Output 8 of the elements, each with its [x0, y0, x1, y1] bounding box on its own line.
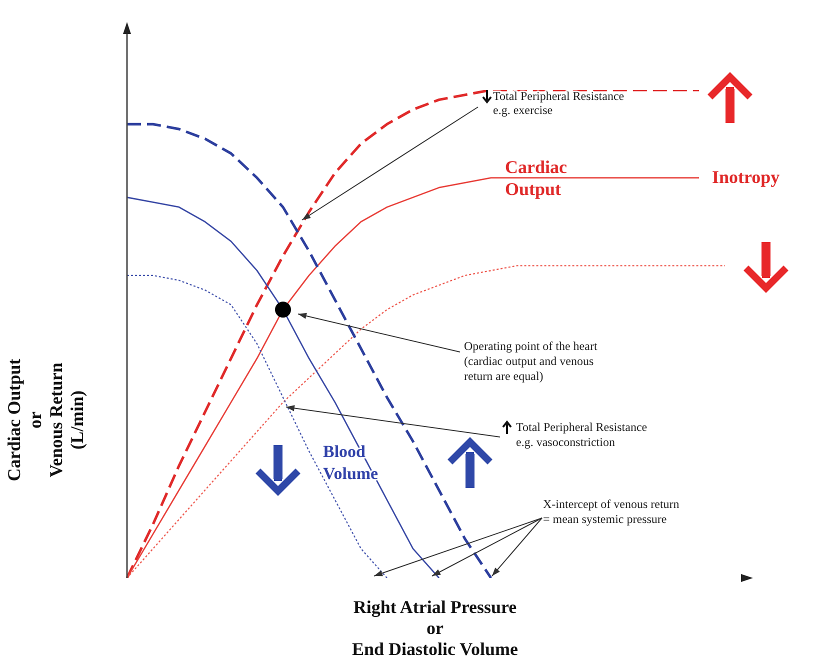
y-axis-title: Cardiac Output or Venous Return (L/min)	[4, 358, 87, 482]
annotation: Inotropy	[712, 167, 780, 187]
annotation: Operating point of the heart (cardiac output and venous return are equal)	[464, 339, 598, 383]
annotation: Cardiac Output	[505, 157, 567, 199]
x-axis-title: Right Atrial Pressure or End Diastolic Volume	[352, 597, 518, 659]
annotation: X-intercept of venous return = mean systemic pressure	[543, 497, 680, 526]
annotation: Total Peripheral Resistance e.g. vasoconstriction	[516, 420, 648, 449]
annotation: Total Peripheral Resistance e.g. exercise	[493, 89, 624, 117]
